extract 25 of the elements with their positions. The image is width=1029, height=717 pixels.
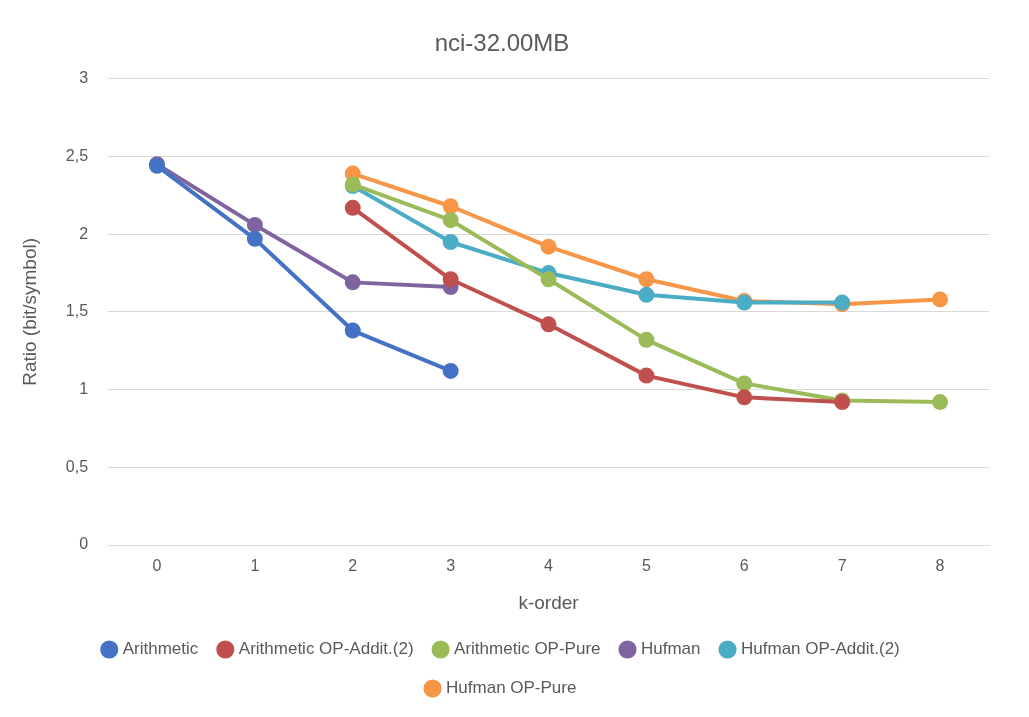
x-tick-label: 7 xyxy=(837,557,847,575)
legend-label: Arithmetic OP-Addit.(2) xyxy=(238,639,414,659)
x-tick-label: 4 xyxy=(544,557,554,575)
y-tick-label: 3 xyxy=(79,69,89,87)
y-tick-label: 1 xyxy=(79,380,89,398)
x-tick-label: 2 xyxy=(348,557,358,575)
x-tick-label: 6 xyxy=(739,557,749,575)
x-tick-label: 3 xyxy=(446,557,456,575)
legend-label: Arithmetic xyxy=(122,639,199,659)
chart-title: nci-32.00MB xyxy=(434,29,570,57)
legend-label: Arithmetic OP-Pure xyxy=(454,639,601,659)
y-tick-label: 0 xyxy=(79,535,89,553)
x-axis-title: k-order xyxy=(518,591,580,613)
legend-label: Hufman xyxy=(641,639,701,659)
legend-label: Hufman OP-Pure xyxy=(446,678,577,698)
y-tick-label: 2,5 xyxy=(65,146,89,164)
x-tick-label: 1 xyxy=(250,557,260,575)
x-tick-label: 8 xyxy=(935,557,945,575)
y-tick-label: 2 xyxy=(79,224,89,242)
y-tick-label: 1,5 xyxy=(65,302,89,320)
y-tick-label: 0,5 xyxy=(65,457,89,475)
y-axis-title: Ratio (bit/symbol) xyxy=(18,237,40,386)
legend-label: Hufman OP-Addit.(2) xyxy=(741,639,900,659)
x-tick-label: 5 xyxy=(641,557,651,575)
x-tick-label: 0 xyxy=(152,557,162,575)
